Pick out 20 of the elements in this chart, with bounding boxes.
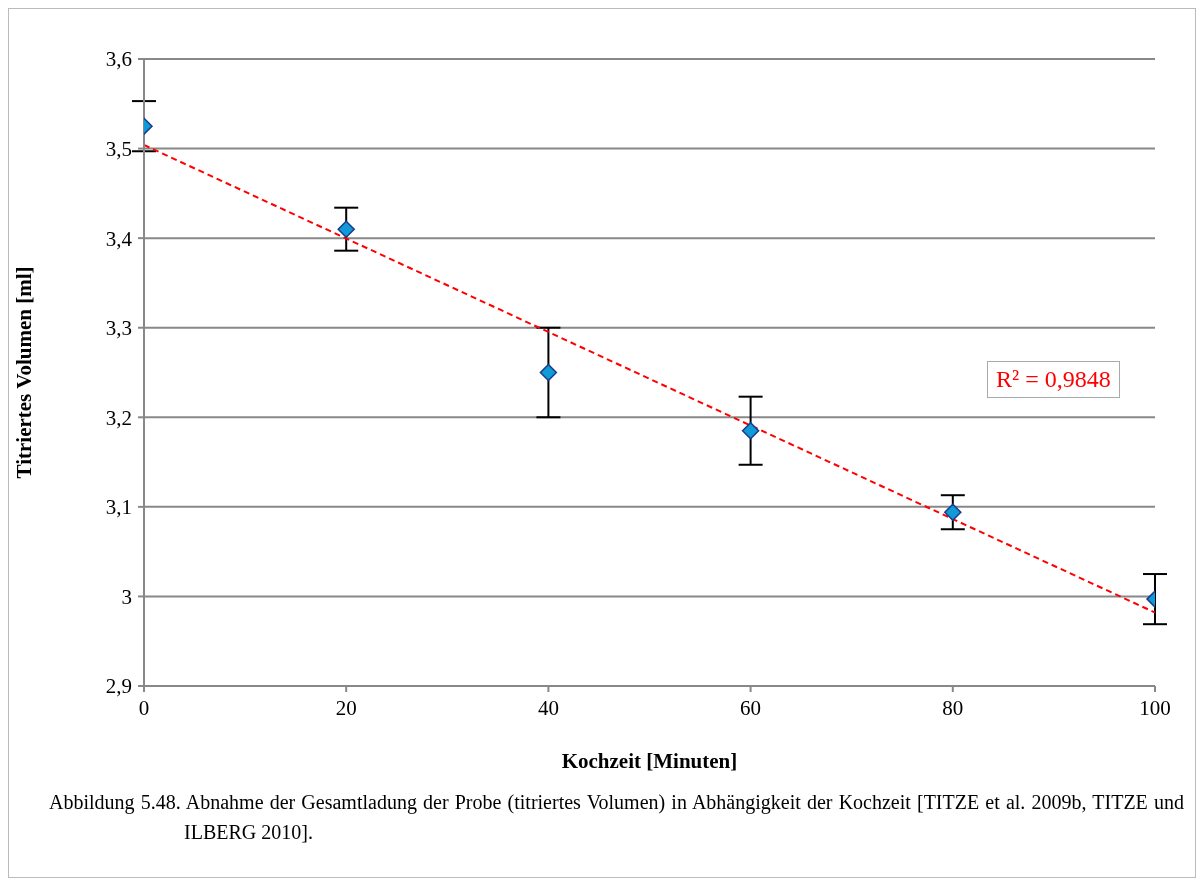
x-tick-label: 80 — [942, 695, 964, 720]
text: Abbildung 5.48. Abnahme der Gesamtladung der Probe (titriertes Volumen) in Abhängigkeit der Kochzeit [TITZE et al. 2009b, TITZE und ILBERG 2010]. — [49, 790, 1184, 845]
x-tick-label: 0 — [138, 695, 150, 720]
annotation: R² = 0,9848 — [987, 361, 1120, 398]
y-tick-label: 3,6 — [105, 47, 132, 72]
y-tick-label: 3,3 — [105, 316, 132, 341]
x-tick-label: 60 — [740, 695, 762, 720]
y-tick-label: 3,4 — [105, 226, 133, 251]
point — [741, 421, 760, 440]
x-tick-label: 100 — [1139, 695, 1171, 720]
x-axis-title: Kochzeit [Minuten] — [561, 749, 738, 773]
y-tick-label: 2,9 — [105, 674, 132, 699]
y-axis-title: Titriertes Volumen [ml] — [12, 266, 37, 479]
y-tick-label: 3,5 — [105, 137, 132, 162]
x-tick-label: 40 — [537, 695, 559, 720]
y-tick-label: 3 — [121, 584, 132, 609]
y-tick-label: 3,2 — [105, 405, 132, 430]
point — [539, 363, 558, 382]
y-tick-label: 3,1 — [105, 495, 132, 520]
x-tick-label: 20 — [335, 695, 357, 720]
